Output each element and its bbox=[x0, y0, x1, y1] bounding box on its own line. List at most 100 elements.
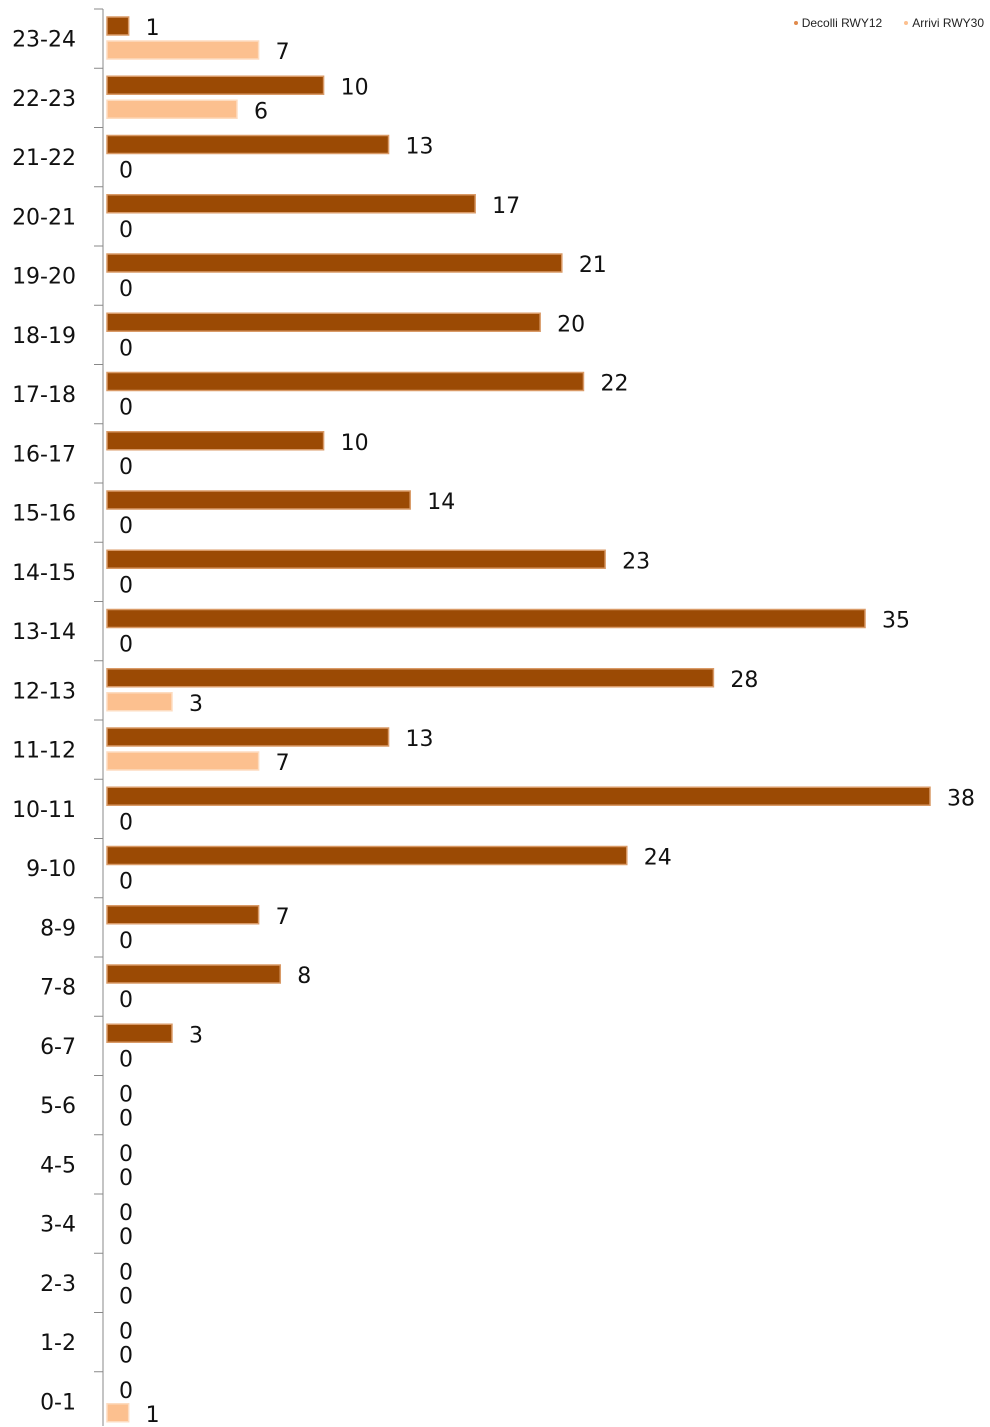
bar bbox=[106, 845, 628, 866]
bar bbox=[106, 964, 282, 984]
bar bbox=[106, 431, 325, 451]
category-label: 3-4 bbox=[40, 1213, 76, 1238]
data-label: 3 bbox=[189, 1023, 203, 1048]
bar bbox=[106, 905, 260, 925]
bar bbox=[106, 312, 541, 332]
data-label: 20 bbox=[557, 312, 585, 337]
legend-label: Decolli RWY12 bbox=[801, 16, 883, 30]
data-label: 10 bbox=[341, 75, 369, 100]
category-label: 12-13 bbox=[12, 679, 76, 704]
data-label: 0 bbox=[119, 1047, 133, 1072]
data-label: 0 bbox=[119, 1142, 133, 1167]
bar bbox=[106, 371, 585, 392]
data-label: 6 bbox=[254, 99, 268, 124]
legend-marker-icon bbox=[793, 21, 798, 25]
legend-label: Arrivi RWY30 bbox=[912, 16, 984, 30]
data-label: 0 bbox=[119, 1225, 133, 1250]
legend: Decolli RWY12 Arrivi RWY30 bbox=[793, 16, 984, 30]
data-label: 0 bbox=[119, 929, 133, 954]
y-axis-ticks bbox=[94, 8, 103, 1373]
data-label: 10 bbox=[341, 431, 369, 456]
category-label: 16-17 bbox=[12, 442, 76, 467]
data-label: 35 bbox=[882, 609, 910, 634]
data-label: 0 bbox=[119, 1260, 133, 1285]
data-label: 24 bbox=[644, 846, 672, 871]
data-label: 0 bbox=[119, 277, 133, 302]
data-label: 0 bbox=[119, 870, 133, 895]
data-label: 21 bbox=[579, 253, 607, 278]
category-label: 4-5 bbox=[40, 1153, 76, 1178]
bar bbox=[106, 16, 130, 36]
category-label: 11-12 bbox=[12, 739, 76, 764]
category-label: 22-23 bbox=[12, 87, 76, 112]
data-label: 13 bbox=[406, 135, 434, 160]
bar bbox=[106, 1403, 130, 1423]
category-label: 9-10 bbox=[26, 857, 76, 882]
bar bbox=[106, 786, 931, 806]
data-label: 0 bbox=[119, 396, 133, 421]
data-labels: 1710613017021020022010014023035028313738… bbox=[119, 16, 975, 1427]
category-label: 17-18 bbox=[12, 383, 76, 408]
bar bbox=[106, 668, 715, 688]
category-label: 1-2 bbox=[40, 1331, 76, 1356]
category-label: 10-11 bbox=[12, 798, 76, 823]
data-label: 0 bbox=[119, 1107, 133, 1132]
data-label: 0 bbox=[119, 1284, 133, 1309]
data-label: 0 bbox=[119, 1344, 133, 1369]
data-label: 13 bbox=[406, 727, 434, 752]
category-label: 7-8 bbox=[40, 976, 76, 1001]
data-label: 0 bbox=[119, 1320, 133, 1345]
data-label: 0 bbox=[119, 988, 133, 1013]
data-label: 0 bbox=[119, 159, 133, 184]
data-label: 22 bbox=[600, 372, 628, 397]
data-label: 0 bbox=[119, 1166, 133, 1191]
bar bbox=[106, 194, 476, 214]
bar bbox=[106, 727, 390, 747]
data-label: 0 bbox=[119, 633, 133, 658]
data-label: 0 bbox=[119, 336, 133, 361]
data-label: 0 bbox=[119, 455, 133, 480]
data-label: 7 bbox=[276, 40, 290, 65]
bars bbox=[106, 16, 931, 1423]
data-label: 0 bbox=[119, 218, 133, 243]
legend-item-decolli: Decolli RWY12 bbox=[793, 16, 883, 30]
data-label: 23 bbox=[622, 549, 650, 574]
data-label: 8 bbox=[297, 964, 311, 989]
data-label: 3 bbox=[189, 692, 203, 717]
data-label: 0 bbox=[119, 573, 133, 598]
bar bbox=[106, 1023, 173, 1043]
data-label: 7 bbox=[276, 905, 290, 930]
data-label: 17 bbox=[492, 194, 520, 219]
data-label: 28 bbox=[730, 668, 758, 693]
bar bbox=[106, 99, 238, 119]
legend-item-arrivi: Arrivi RWY30 bbox=[904, 16, 984, 30]
data-label: 0 bbox=[119, 1379, 133, 1404]
bar bbox=[106, 692, 173, 712]
data-label: 0 bbox=[119, 1083, 133, 1108]
bar bbox=[106, 490, 411, 510]
data-label: 1 bbox=[146, 1403, 160, 1427]
category-label: 0-1 bbox=[40, 1390, 76, 1415]
data-label: 7 bbox=[276, 751, 290, 776]
category-label: 14-15 bbox=[12, 561, 76, 586]
category-label: 19-20 bbox=[12, 265, 76, 290]
bar bbox=[106, 134, 390, 155]
data-label: 0 bbox=[119, 1201, 133, 1226]
data-label: 0 bbox=[119, 810, 133, 835]
category-label: 18-19 bbox=[12, 324, 76, 349]
data-label: 14 bbox=[427, 490, 455, 515]
legend-marker-icon bbox=[904, 21, 909, 25]
category-label: 21-22 bbox=[12, 146, 76, 171]
bar bbox=[106, 549, 606, 569]
data-label: 1 bbox=[146, 16, 160, 41]
bar bbox=[106, 751, 260, 771]
bar bbox=[106, 40, 260, 60]
category-label: 8-9 bbox=[40, 916, 76, 941]
bar bbox=[106, 75, 325, 95]
category-label: 15-16 bbox=[12, 502, 76, 527]
data-label: 0 bbox=[119, 514, 133, 539]
category-label: 20-21 bbox=[12, 205, 76, 230]
bar bbox=[106, 608, 866, 629]
category-label: 23-24 bbox=[12, 28, 76, 53]
